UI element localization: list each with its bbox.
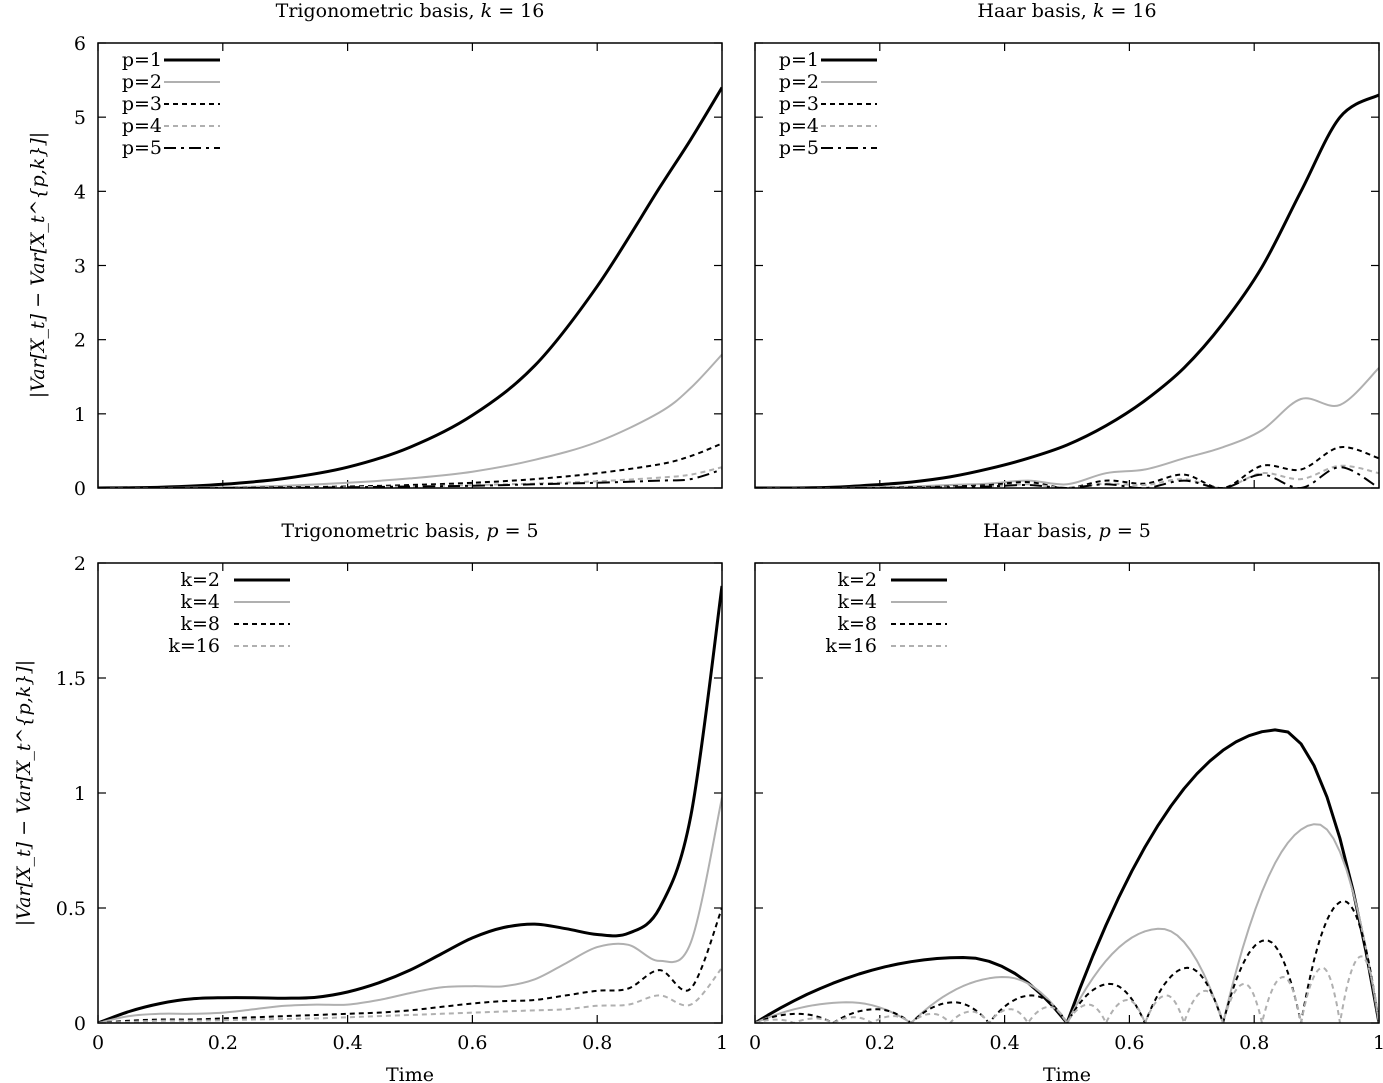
series-line-p=4 bbox=[755, 464, 1379, 488]
x-tick-label: 0.4 bbox=[989, 1032, 1019, 1054]
series-line-p=1 bbox=[755, 93, 1379, 488]
panel-trig-k16: Trigonometric basis, k = 16 0 1 2 3 4 5 6 p=1p=2… bbox=[74, 0, 723, 500]
series-line-k=8 bbox=[98, 907, 722, 1023]
x-tick-label: 0.2 bbox=[208, 1032, 238, 1054]
y-axis-title-top-text: |Var[X_t] − Var[X_t^{p,k}]| bbox=[27, 132, 49, 398]
plot-frame bbox=[754, 42, 1380, 489]
legend-label-p=2: p=2 bbox=[779, 71, 819, 93]
series-line-k=2 bbox=[98, 585, 722, 1023]
x-tick-label: 0.8 bbox=[1239, 1032, 1269, 1054]
x-tick-label: 0 bbox=[92, 1032, 104, 1054]
y-tick-label: 4 bbox=[74, 181, 86, 203]
y-tick-label: 0.5 bbox=[56, 898, 86, 920]
x-tick-label: 1 bbox=[716, 1032, 728, 1054]
series-line-k=16 bbox=[98, 967, 722, 1023]
legend-label-k=16: k=16 bbox=[168, 635, 220, 657]
legend-label-k=2: k=2 bbox=[180, 569, 220, 591]
legend-label-k=4: k=4 bbox=[180, 591, 220, 613]
x-tick-label: 0.8 bbox=[582, 1032, 612, 1054]
series-line-k=2 bbox=[755, 728, 1379, 1023]
legend-label-p=1: p=1 bbox=[122, 49, 162, 71]
y-tick-label: 0 bbox=[74, 478, 86, 500]
y-tick-label: 5 bbox=[74, 107, 86, 129]
series-line-p=1 bbox=[98, 86, 722, 488]
y-tick-label: 2 bbox=[74, 553, 86, 575]
x-tick-label: 0.2 bbox=[865, 1032, 895, 1054]
x-tick-label: 0 bbox=[749, 1032, 761, 1054]
legend-label-p=5: p=5 bbox=[122, 137, 162, 159]
y-axis-title-top: |Var[X_t] − Var[X_t^{p,k}]| bbox=[27, 132, 49, 398]
legend-label-p=3: p=3 bbox=[779, 93, 819, 115]
series-line-p=5 bbox=[98, 468, 722, 488]
panel-title: Haar basis, p = 5 bbox=[983, 520, 1151, 542]
series-line-p=2 bbox=[755, 367, 1379, 488]
legend-label-k=2: k=2 bbox=[837, 569, 877, 591]
legend-label-p=2: p=2 bbox=[122, 71, 162, 93]
plot-frame bbox=[97, 562, 723, 1024]
plot-frame bbox=[754, 562, 1380, 1024]
y-axis-title-bottom-text: |Var[X_t] − Var[X_t^{p,k}]| bbox=[13, 660, 35, 926]
legend-label-k=16: k=16 bbox=[825, 635, 877, 657]
panel-haar-k16: Haar basis, k = 16 p=1p=2p=3p=4p=5 bbox=[754, 0, 1380, 489]
y-tick-label: 1 bbox=[74, 783, 86, 805]
panel-title: Trigonometric basis, p = 5 bbox=[281, 520, 538, 542]
panel-haar-p5: Haar basis, p = 50 0.2 0.4 0.6 0.8 1Timek=2k=… bbox=[749, 520, 1383, 1083]
series-line-k=8 bbox=[755, 900, 1379, 1023]
y-tick-label: 0 bbox=[74, 1013, 86, 1035]
legend-label-p=4: p=4 bbox=[779, 115, 819, 137]
y-tick-label: 6 bbox=[74, 33, 86, 55]
legend-label-p=5: p=5 bbox=[779, 137, 819, 159]
x-tick-label: 0.6 bbox=[1114, 1032, 1144, 1054]
x-axis-title: Time bbox=[386, 1064, 434, 1083]
series-line-p=2 bbox=[98, 353, 722, 488]
x-tick-label: 0.4 bbox=[332, 1032, 362, 1054]
series-line-p=3 bbox=[755, 446, 1379, 488]
legend-label-k=4: k=4 bbox=[837, 591, 877, 613]
legend-label-p=1: p=1 bbox=[779, 49, 819, 71]
y-tick-label: 1.5 bbox=[56, 668, 86, 690]
plot-frame bbox=[97, 42, 723, 489]
x-tick-label: 0.6 bbox=[457, 1032, 487, 1054]
panel-title: Haar basis, k = 16 bbox=[977, 0, 1156, 22]
y-axis-title-bottom: |Var[X_t] − Var[X_t^{p,k}]| bbox=[13, 660, 35, 926]
panel-title: Trigonometric basis, k = 16 bbox=[276, 0, 545, 22]
x-tick-label: 1 bbox=[1373, 1032, 1383, 1054]
legend-label-p=3: p=3 bbox=[122, 93, 162, 115]
series-line-k=16 bbox=[755, 955, 1379, 1023]
y-tick-label: 2 bbox=[74, 330, 86, 352]
legend-label-k=8: k=8 bbox=[837, 613, 877, 635]
series-line-k=4 bbox=[755, 823, 1379, 1023]
y-tick-label: 3 bbox=[74, 256, 86, 278]
panel-trig-p5: Trigonometric basis, p = 5 0 0.2 0.4 0.6 0.8 1… bbox=[56, 520, 728, 1083]
x-axis-title: Time bbox=[1043, 1064, 1091, 1083]
legend-label-p=4: p=4 bbox=[122, 115, 162, 137]
series-line-p=3 bbox=[98, 442, 722, 488]
series-line-k=4 bbox=[98, 797, 722, 1023]
y-tick-label: 1 bbox=[74, 404, 86, 426]
legend-label-k=8: k=8 bbox=[180, 613, 220, 635]
